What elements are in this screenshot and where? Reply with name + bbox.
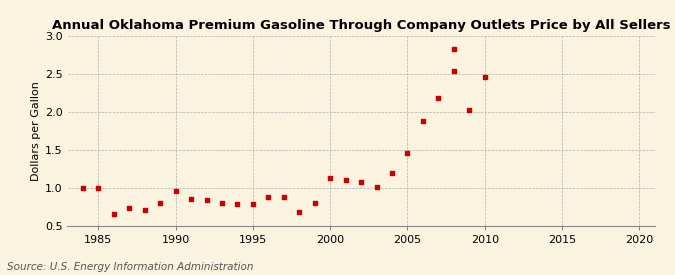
Point (325, 175, 335, 180)
Point (448, 46, 459, 51)
Point (371, 185, 382, 189)
Point (93, 185, 104, 190)
Point (340, 178, 351, 182)
Point (201, 198, 212, 203)
Point (387, 171, 398, 175)
Point (139, 208, 150, 213)
Point (124, 206, 135, 210)
Text: Source: U.S. Energy Information Administration: Source: U.S. Energy Information Administ… (7, 262, 253, 272)
Point (78, 185, 88, 190)
Point (309, 200, 320, 205)
Point (402, 150, 413, 155)
Point (448, 68, 459, 73)
Y-axis label: Dollars per Gallon: Dollars per Gallon (31, 81, 40, 181)
Point (464, 108, 475, 112)
Point (263, 195, 274, 200)
Point (294, 210, 304, 214)
Point (217, 200, 227, 205)
Point (186, 197, 196, 201)
Point (155, 200, 165, 205)
Point (232, 202, 243, 207)
Point (248, 202, 259, 207)
Point (356, 180, 367, 185)
Point (433, 96, 443, 100)
Point (479, 75, 490, 79)
Point (170, 189, 181, 194)
Point (418, 119, 429, 123)
Title: Annual Oklahoma Premium Gasoline Through Company Outlets Price by All Sellers: Annual Oklahoma Premium Gasoline Through… (52, 19, 670, 32)
Point (109, 212, 119, 216)
Point (279, 195, 290, 200)
